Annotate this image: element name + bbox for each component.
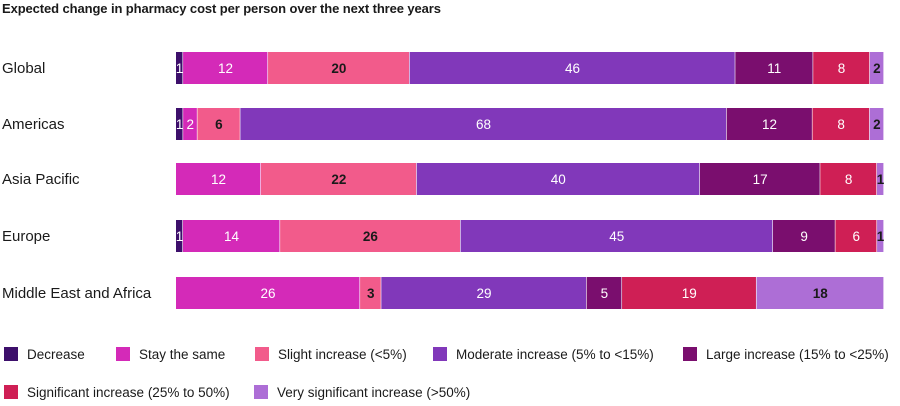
data-label: 19	[682, 286, 697, 301]
bar-segment	[812, 108, 870, 140]
data-label: 22	[331, 172, 346, 187]
data-label: 8	[845, 172, 853, 187]
data-label: 1	[877, 172, 885, 187]
data-label: 46	[565, 61, 580, 76]
bar-segment	[381, 277, 587, 309]
legend-label: Moderate increase (5% to <15%)	[456, 347, 654, 362]
bar-segment	[460, 220, 773, 252]
category-label: Global	[2, 60, 45, 77]
data-label: 2	[873, 117, 881, 132]
data-label: 2	[873, 61, 881, 76]
data-label: 26	[261, 286, 276, 301]
legend-swatch	[254, 385, 268, 399]
bar-segment	[756, 277, 884, 309]
bar-segment	[409, 52, 735, 84]
legend-swatch	[116, 347, 130, 361]
bar-segment	[260, 163, 417, 195]
bar-segment	[416, 163, 700, 195]
data-label: 1	[877, 229, 885, 244]
data-label: 6	[852, 229, 860, 244]
legend-label: Decrease	[27, 347, 85, 362]
bar-segment	[268, 52, 410, 84]
bar-segment	[176, 52, 183, 84]
category-labels: Global Americas Asia Pacific Europe Middle E…	[2, 60, 152, 302]
data-label: 29	[476, 286, 491, 301]
legend-swatch	[433, 347, 447, 361]
data-label: 1	[176, 61, 184, 76]
bar-segment	[586, 277, 622, 309]
bar-segment	[877, 220, 884, 252]
chart-title: Expected change in pharmacy cost per per…	[2, 1, 441, 16]
data-label: 68	[476, 117, 491, 132]
legend: Decrease Stay the same Slight increase (<5…	[4, 347, 889, 400]
bar-segment	[835, 220, 877, 252]
bar-segment	[699, 163, 820, 195]
bar-segment	[876, 163, 884, 195]
bar-segment	[176, 108, 183, 140]
bars-group: 1 12 20 46 11 8 21 2 6 68 12 8 212 22 40 17 8 11 14 26 45 9 6 1…	[176, 52, 885, 309]
bar-segment	[197, 108, 240, 140]
data-label: 3	[367, 286, 375, 301]
legend-label: Significant increase (25% to 50%)	[27, 385, 230, 400]
bar-segment	[813, 52, 870, 84]
legend-swatch	[255, 347, 269, 361]
bar-segment	[735, 52, 813, 84]
bar-segment	[176, 163, 261, 195]
category-label: Middle East and Africa	[2, 285, 152, 302]
data-label: 26	[363, 229, 379, 244]
bar-segment	[360, 277, 381, 309]
category-label: Asia Pacific	[2, 171, 80, 188]
legend-label: Very significant increase (>50%)	[277, 385, 470, 400]
legend-label: Slight increase (<5%)	[278, 347, 407, 362]
bar-segment	[772, 220, 835, 252]
bar-segment	[869, 108, 884, 140]
data-label: 40	[551, 172, 566, 187]
data-label: 45	[609, 229, 624, 244]
data-label: 12	[211, 172, 226, 187]
data-label: 2	[187, 117, 195, 132]
data-label: 12	[218, 61, 233, 76]
bar-segment	[176, 220, 183, 252]
data-label: 20	[331, 61, 346, 76]
bar-segment	[726, 108, 812, 140]
legend-swatch	[4, 347, 18, 361]
bar-segment	[182, 220, 280, 252]
bar-segment	[820, 163, 877, 195]
data-label: 9	[800, 229, 808, 244]
data-label: 1	[176, 117, 184, 132]
legend-swatch	[683, 347, 697, 361]
bar-segment	[622, 277, 756, 309]
category-label: Europe	[2, 228, 50, 245]
data-label: 17	[753, 172, 768, 187]
bar-segment	[183, 52, 268, 84]
data-label: 1	[176, 229, 184, 244]
data-label: 8	[838, 61, 846, 76]
bar-segment	[176, 277, 360, 309]
legend-label: Large increase (15% to <25%)	[706, 347, 889, 362]
bar-segment	[280, 220, 460, 252]
data-label: 8	[837, 117, 845, 132]
bar-segment	[869, 52, 884, 84]
bar-segment	[183, 108, 197, 140]
data-label: 18	[813, 286, 829, 301]
data-label: 11	[767, 61, 781, 76]
data-label: 12	[762, 117, 777, 132]
bar-segment	[240, 108, 727, 140]
data-label: 14	[224, 229, 240, 244]
category-label: Americas	[2, 116, 65, 133]
data-label: 6	[215, 117, 223, 132]
data-label: 5	[601, 286, 609, 301]
legend-swatch	[4, 385, 18, 399]
legend-label: Stay the same	[139, 347, 225, 362]
